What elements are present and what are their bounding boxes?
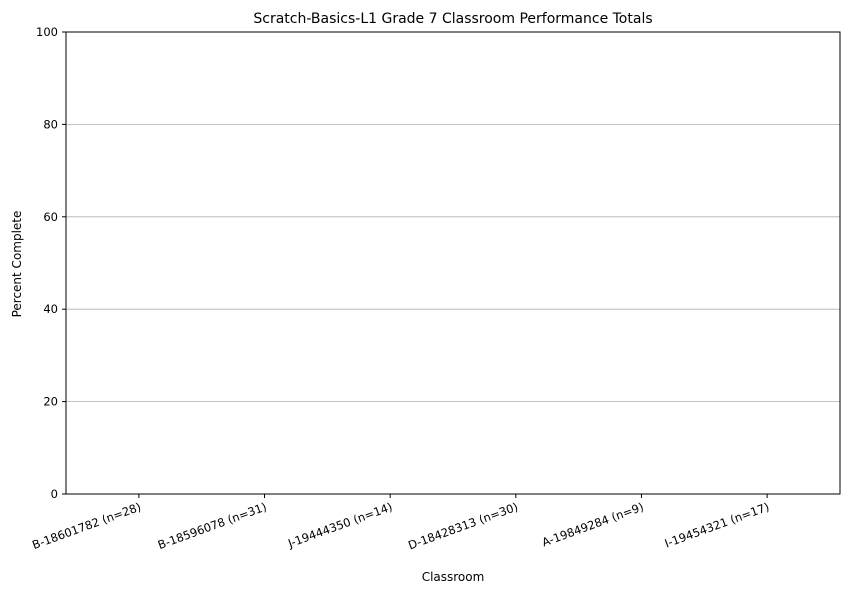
y-tick-label: 20 (43, 395, 58, 409)
y-axis-ticks: 0 20 40 60 80 100 (36, 25, 66, 501)
x-tick-label: A-19849284 (n=9) (540, 500, 645, 550)
y-tick-label: 60 (43, 210, 58, 224)
x-tick-label: I-19454321 (n=17) (663, 500, 771, 551)
y-tick-label: 80 (43, 117, 58, 131)
y-tick-label: 100 (36, 25, 58, 39)
y-tick-label: 40 (43, 302, 58, 316)
x-tick-label: J-19444350 (n=14) (285, 500, 394, 551)
y-tick-label: 0 (51, 487, 58, 501)
x-axis-ticks: B-18601782 (n=28) B-18596078 (n=31) J-1944… (30, 494, 771, 552)
x-tick-label: B-18596078 (n=31) (156, 500, 269, 552)
chart-title: Scratch-Basics-L1 Grade 7 Classroom Perf… (253, 11, 652, 27)
y-axis-label: Percent Complete (10, 211, 24, 318)
x-tick-label: D-18428313 (n=30) (406, 500, 520, 553)
x-axis-label: Classroom (422, 570, 485, 584)
plot-frame (65, 31, 841, 495)
x-tick-label: B-18601782 (n=28) (30, 500, 143, 552)
gridlines (66, 124, 840, 403)
